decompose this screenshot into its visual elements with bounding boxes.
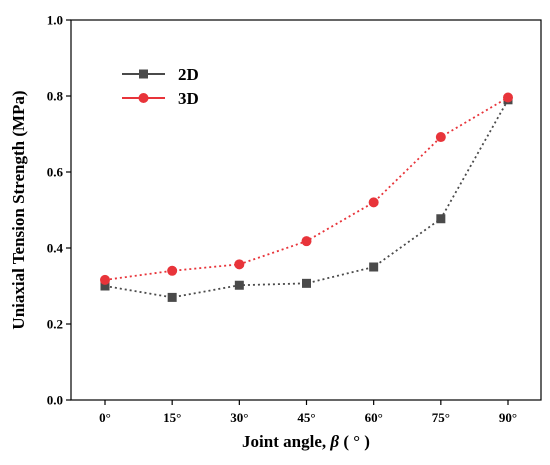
data-point: [369, 262, 379, 272]
legend-marker: [138, 93, 149, 103]
series-line: [104, 96, 509, 281]
y-tick-label: 1.0: [47, 13, 63, 28]
legend-marker: [139, 69, 148, 79]
data-point: [100, 281, 110, 291]
x-tick-label: 75°: [432, 410, 450, 425]
data-point: [234, 280, 244, 290]
legend-item: 3D: [122, 89, 199, 108]
series-3D: [100, 92, 513, 285]
data-point: [100, 274, 110, 285]
data-point: [503, 92, 513, 103]
data-point: [301, 236, 312, 247]
y-tick-label: 0.4: [47, 241, 64, 256]
series-layer: [100, 92, 513, 302]
data-point: [234, 259, 245, 270]
x-tick-label: 15°: [163, 410, 181, 425]
x-tick-label: 45°: [297, 410, 315, 425]
data-point: [167, 265, 178, 276]
x-axis-title: Joint angle, β ( ° ): [242, 432, 370, 451]
x-tick-label: 60°: [365, 410, 383, 425]
x-tick-label: 0°: [99, 410, 111, 425]
legend-label: 3D: [178, 89, 199, 108]
y-axis-ticks: 0.0 0.2 0.4 0.6 0.8 1.0: [47, 13, 71, 408]
y-axis-title: Uniaxial Tension Strength (MPa): [9, 90, 28, 329]
legend-label: 2D: [178, 65, 199, 84]
legend-item: 2D: [122, 65, 199, 84]
y-tick-label: 0.8: [47, 89, 64, 104]
data-point: [435, 132, 446, 143]
series-2D: [100, 95, 513, 302]
data-point: [436, 214, 446, 224]
y-tick-label: 0.2: [47, 317, 63, 332]
data-point: [368, 197, 379, 208]
x-tick-label: 30°: [230, 410, 248, 425]
data-point: [302, 278, 311, 288]
y-tick-label: 0.0: [47, 393, 63, 408]
x-axis-ticks: 0° 15° 30° 45° 60° 75° 90°: [99, 400, 517, 425]
x-tick-label: 90°: [499, 410, 517, 425]
series-line: [104, 99, 509, 299]
y-tick-label: 0.6: [47, 165, 64, 180]
data-point: [167, 292, 177, 302]
